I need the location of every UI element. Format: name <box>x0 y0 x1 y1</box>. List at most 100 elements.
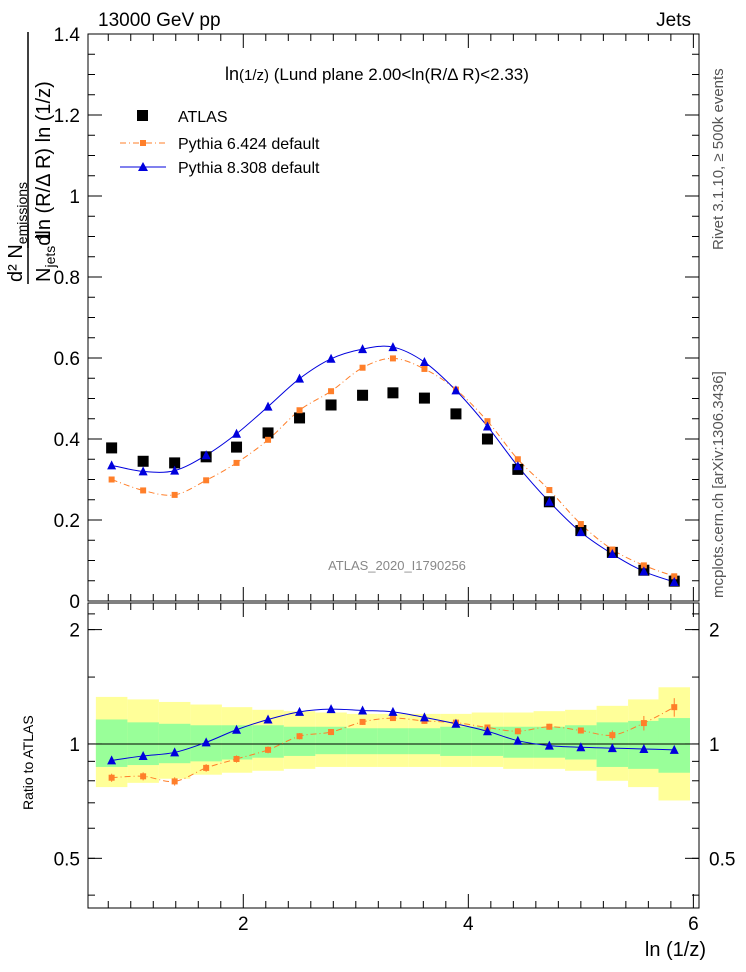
x-axis-label: ln (1/z) <box>645 939 706 961</box>
legend-label-atlas: ATLAS <box>178 109 228 126</box>
data-point-pythia6 <box>514 456 521 463</box>
x-tick-label: 2 <box>238 914 249 935</box>
ratio-point-pythia8 <box>513 735 523 745</box>
data-point-pythia6 <box>233 459 240 466</box>
y-tick-label: 0.8 <box>54 268 80 289</box>
data-point-atlas <box>294 412 306 424</box>
category-label: Jets <box>656 10 691 31</box>
ratio-point-pythia6 <box>359 718 366 725</box>
ratio-point-pythia8 <box>576 742 586 752</box>
data-point-atlas <box>169 457 181 469</box>
data-point-pythia6 <box>140 487 147 494</box>
ratio-tick-label-right: 1 <box>709 735 720 756</box>
uncertainty-band-inner <box>346 728 378 755</box>
data-point-pythia6 <box>296 407 303 414</box>
data-point-pythia6 <box>265 436 272 443</box>
ratio-point-pythia6 <box>609 732 616 739</box>
ratio-point-pythia6 <box>640 720 647 727</box>
data-point-pythia8 <box>138 466 148 476</box>
data-point-atlas <box>106 442 118 454</box>
data-point-pythia8 <box>358 344 368 354</box>
ratio-point-pythia8 <box>263 714 273 724</box>
data-point-pythia6 <box>203 477 210 484</box>
ratio-point-pythia6 <box>514 728 521 735</box>
ratio-point-pythia6 <box>671 704 678 711</box>
ratio-point-pythia8 <box>326 704 336 714</box>
legend-label-py6: Pythia 6.424 default <box>178 136 320 153</box>
data-point-pythia8 <box>388 342 398 352</box>
ratio-point-pythia6 <box>203 764 210 771</box>
data-point-pythia6 <box>389 355 396 362</box>
ratio-point-pythia6 <box>233 755 240 762</box>
data-point-pythia8 <box>326 353 336 363</box>
data-point-pythia8 <box>607 549 617 559</box>
y-tick-label: 1.2 <box>54 106 80 127</box>
data-point-pythia6 <box>484 418 491 425</box>
ratio-point-pythia6 <box>171 778 178 785</box>
ratio-y-label: Ratio to ATLAS <box>20 715 36 810</box>
ratio-point-pythia8 <box>201 737 211 747</box>
ratio-point-pythia8 <box>419 712 429 722</box>
ratio-point-pythia8 <box>358 705 368 715</box>
data-point-pythia6 <box>577 521 584 528</box>
uncertainty-band-inner <box>377 728 409 755</box>
y-label-denominator: Njetsdln (R/Δ R) ln (1/z) <box>33 81 58 282</box>
legend: ATLAS Pythia 6.424 default Pythia 8.308 … <box>120 109 320 177</box>
data-point-atlas <box>450 408 462 420</box>
ratio-point-pythia6 <box>108 774 115 781</box>
data-point-pythia6 <box>546 487 553 494</box>
ratio-tick-label: 1 <box>69 735 80 756</box>
data-point-atlas <box>481 433 493 445</box>
data-point-pythia6 <box>328 388 335 395</box>
ratio-point-pythia8 <box>607 743 617 753</box>
data-point-pythia8 <box>201 450 211 460</box>
data-point-atlas <box>387 387 399 399</box>
energy-label: 13000 GeV pp <box>98 10 221 31</box>
data-point-pythia8 <box>669 576 679 586</box>
ratio-plot-frame <box>87 602 700 909</box>
data-point-pythia6 <box>108 476 115 483</box>
ratio-point-pythia8 <box>170 747 180 757</box>
ratio-point-pythia8 <box>669 744 679 754</box>
data-point-atlas <box>325 399 337 411</box>
ratio-point-pythia6 <box>577 727 584 734</box>
legend-marker-atlas <box>137 110 148 121</box>
ratio-point-pythia6 <box>265 746 272 753</box>
legend-marker-py6 <box>140 140 146 146</box>
ratio-tick-label-right: 2 <box>709 621 720 642</box>
data-point-atlas <box>262 427 274 439</box>
plot-title: ln(1/z) (Lund plane 2.00<ln(R/Δ R)<2.33) <box>225 64 529 84</box>
ratio-point-pythia8 <box>639 743 649 753</box>
ratio-tick-label-right: 0.5 <box>709 849 735 870</box>
ratio-point-pythia8 <box>388 706 398 716</box>
ratio-axis-ticks: 2 4 6 0.5 0.5 1 1 2 2 <box>54 603 735 935</box>
data-point-pythia8 <box>232 428 242 438</box>
data-point-pythia6 <box>359 364 366 371</box>
ratio-point-pythia6 <box>328 729 335 736</box>
mcplots-label: mcplots.cern.ch [arXiv:1306.3436] <box>710 371 727 598</box>
main-axis-ticks: 0 0.2 0.4 0.6 0.8 1 1.2 1.4 <box>54 25 699 613</box>
data-point-pythia8 <box>295 373 305 383</box>
ratio-bands-layer <box>88 687 699 801</box>
data-point-pythia8 <box>513 461 523 471</box>
x-tick-label: 4 <box>463 914 474 935</box>
uncertainty-band-inner <box>440 726 472 756</box>
ratio-point-pythia8 <box>107 755 117 765</box>
data-point-pythia8 <box>639 566 649 576</box>
data-point-pythia8 <box>263 401 273 411</box>
ratio-data-layer <box>107 698 679 786</box>
data-point-pythia8 <box>544 496 554 506</box>
data-point-pythia8 <box>170 465 180 475</box>
data-point-atlas <box>357 389 369 401</box>
main-data-layer <box>106 342 680 587</box>
uncertainty-band-inner <box>628 720 659 769</box>
ratio-point-pythia6 <box>546 723 553 730</box>
y-tick-label: 1 <box>69 187 80 208</box>
y-label-numerator-sub: emissions <box>14 182 30 244</box>
data-point-pythia6 <box>640 562 647 569</box>
data-point-pythia6 <box>171 491 178 498</box>
y-tick-label: 0 <box>69 592 80 613</box>
uncertainty-band-inner <box>283 726 316 756</box>
data-point-pythia8 <box>451 385 461 395</box>
x-tick-label: 6 <box>688 914 699 935</box>
